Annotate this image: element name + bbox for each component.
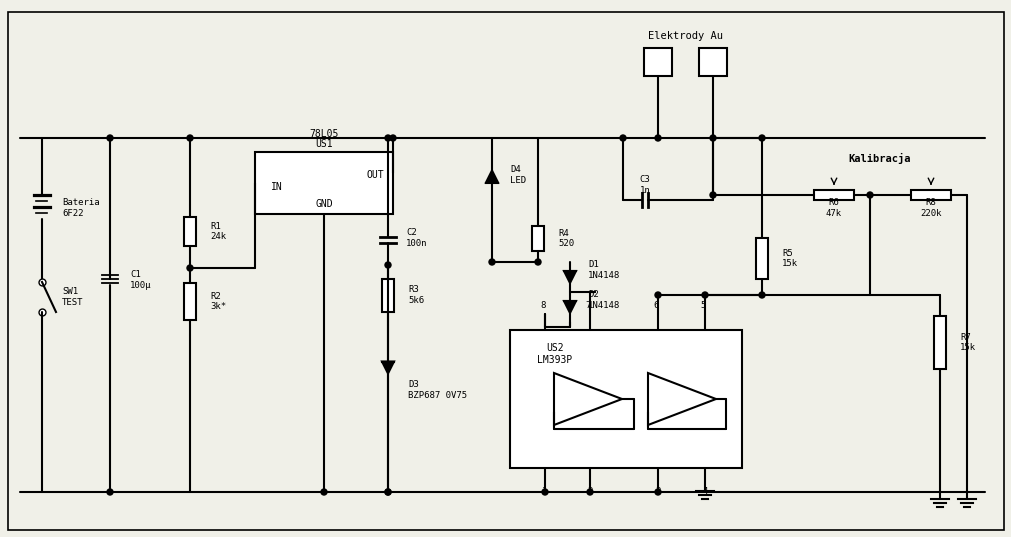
Circle shape	[758, 292, 764, 298]
Bar	[814, 190, 853, 200]
Bar	[699, 48, 726, 76]
Circle shape	[620, 135, 626, 141]
Circle shape	[187, 265, 193, 271]
Text: OUT: OUT	[366, 170, 383, 180]
Bar	[184, 283, 196, 320]
Text: R3
5k6: R3 5k6	[407, 285, 424, 304]
Text: R6
47k: R6 47k	[825, 198, 841, 217]
Text: Elektrody Au: Elektrody Au	[647, 31, 722, 41]
Circle shape	[654, 292, 660, 298]
Text: IN: IN	[271, 182, 283, 192]
Polygon shape	[563, 271, 575, 283]
Text: R2
3k*: R2 3k*	[210, 292, 225, 311]
Bar	[510, 330, 741, 468]
Text: 2: 2	[586, 488, 592, 497]
Circle shape	[710, 192, 716, 198]
Circle shape	[384, 489, 390, 495]
Text: LM393P: LM393P	[537, 355, 572, 365]
Polygon shape	[553, 373, 622, 425]
Text: 5: 5	[700, 301, 705, 310]
Text: Kalibracja: Kalibracja	[848, 153, 910, 163]
Text: C3
1n: C3 1n	[639, 175, 650, 195]
Bar	[643, 48, 671, 76]
Text: 6: 6	[653, 301, 658, 310]
Circle shape	[542, 489, 548, 495]
Bar	[255, 152, 392, 214]
Text: C2
100n: C2 100n	[405, 228, 427, 248]
Circle shape	[384, 262, 390, 268]
Circle shape	[654, 489, 660, 495]
Bar	[755, 238, 767, 279]
Bar	[532, 226, 544, 251]
Circle shape	[384, 489, 390, 495]
Text: R7
15k: R7 15k	[959, 333, 976, 352]
Polygon shape	[563, 301, 575, 313]
Text: 78L05: 78L05	[309, 129, 339, 139]
Text: R1
24k: R1 24k	[210, 222, 225, 241]
Text: D4
LED: D4 LED	[510, 165, 526, 185]
Text: 3: 3	[655, 488, 660, 497]
Text: Bateria
6F22: Bateria 6F22	[62, 198, 99, 217]
Text: D1
1N4148: D1 1N4148	[587, 260, 620, 280]
Text: SW1
TEST: SW1 TEST	[62, 287, 84, 307]
Polygon shape	[381, 361, 393, 374]
Text: US2: US2	[546, 343, 563, 353]
Circle shape	[702, 292, 708, 298]
Circle shape	[107, 135, 113, 141]
Text: R4
520: R4 520	[557, 229, 573, 248]
Text: D2
1N4148: D2 1N4148	[587, 291, 620, 310]
Polygon shape	[485, 171, 497, 183]
Circle shape	[107, 489, 113, 495]
Circle shape	[488, 259, 494, 265]
Polygon shape	[647, 373, 716, 425]
Circle shape	[389, 135, 395, 141]
Text: US1: US1	[314, 139, 333, 149]
Text: C1
100μ: C1 100μ	[129, 270, 152, 289]
Circle shape	[535, 259, 541, 265]
Text: 1: 1	[542, 488, 547, 497]
Circle shape	[384, 135, 390, 141]
Circle shape	[710, 135, 716, 141]
Text: 7: 7	[584, 301, 590, 310]
Circle shape	[586, 489, 592, 495]
Circle shape	[320, 489, 327, 495]
Circle shape	[654, 135, 660, 141]
Circle shape	[758, 135, 764, 141]
Text: 4: 4	[702, 488, 707, 497]
Bar	[933, 316, 945, 368]
Circle shape	[187, 135, 193, 141]
Bar	[184, 217, 196, 246]
Circle shape	[866, 192, 872, 198]
Bar	[381, 279, 393, 311]
Bar	[910, 190, 950, 200]
Text: GND: GND	[314, 199, 333, 209]
Text: R5
15k: R5 15k	[782, 249, 798, 268]
Text: 8: 8	[540, 301, 545, 310]
Text: R8
220k: R8 220k	[919, 198, 941, 217]
Text: D3
BZP687 0V75: D3 BZP687 0V75	[407, 380, 467, 400]
